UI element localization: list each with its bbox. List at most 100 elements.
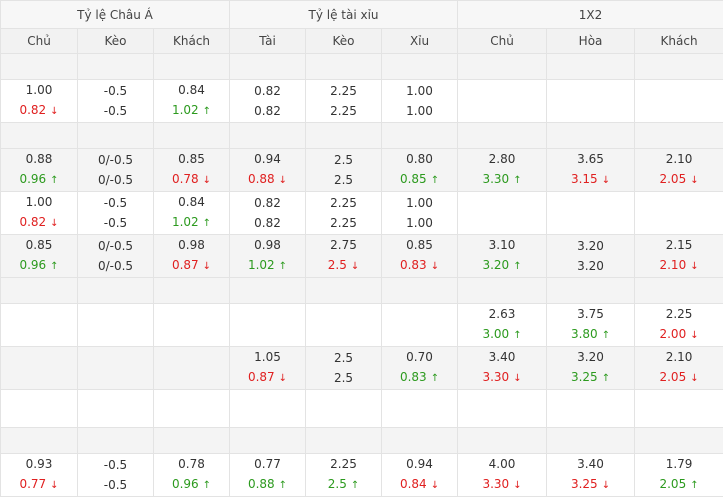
odds-cell: -0.5-0.5 [78,80,154,123]
odds-value-open: 0.94 [382,454,457,474]
empty-cell [1,54,78,80]
empty-cell [78,278,154,304]
arrow-up-icon: ↑ [513,326,521,346]
odds-value-current-number: 0.87 [172,258,199,272]
odds-cell [382,304,458,347]
odds-cell [458,80,547,123]
odds-value-open: 2.10 [635,149,723,169]
arrow-down-icon: ↓ [513,476,521,496]
col-header-1x2-home: Chủ [458,29,547,54]
odds-value-current: -0.5 [78,475,153,495]
empty-cell [1,428,78,454]
empty-cell [458,54,547,80]
odds-value-open: 3.20 [547,347,634,367]
odds-value-current: 0.87↓ [154,255,229,277]
table-row-separator [1,123,723,149]
odds-value-current: 0/-0.5 [78,170,153,190]
odds-cell [1,347,78,390]
odds-value-current: 2.5 [306,368,381,388]
odds-value-open: 0.85 [154,149,229,169]
empty-cell [1,390,78,428]
odds-value-current: 2.10↓ [635,255,723,277]
odds-cell [78,347,154,390]
odds-value-open: 3.40 [547,454,634,474]
odds-value-current: 0.82 [230,101,305,121]
empty-cell [154,428,230,454]
empty-cell [78,123,154,149]
odds-value-current: 0.96↑ [1,169,77,191]
odds-value-current-number: 0.77 [19,477,46,491]
odds-value-current-number: 3.20 [482,258,509,272]
odds-value-current-number: 0.85 [400,172,427,186]
col-header-handicap: Kèo [78,29,154,54]
empty-cell [306,54,382,80]
arrow-up-icon: ↑ [279,476,287,496]
empty-cell [547,428,635,454]
empty-cell [306,390,382,428]
odds-value-current: 1.00 [382,213,457,233]
empty-cell [1,123,78,149]
arrow-down-icon: ↓ [351,257,359,277]
odds-value-open: 2.15 [635,235,723,255]
odds-value-open: 2.5 [306,348,381,368]
odds-value-current-number: 2.5 [328,258,347,272]
odds-value-open: 2.80 [458,149,546,169]
odds-value-current: 3.80↑ [547,324,634,346]
arrow-up-icon: ↑ [602,326,610,346]
arrow-up-icon: ↑ [690,476,698,496]
odds-value-current-number: 0.82 [254,104,281,118]
empty-cell [154,278,230,304]
arrow-up-icon: ↑ [203,102,211,122]
empty-cell [230,54,306,80]
empty-cell [547,54,635,80]
empty-cell [547,123,635,149]
odds-value-current: 2.05↓ [635,367,723,389]
empty-cell [306,123,382,149]
odds-value-current: 0.77↓ [1,474,77,496]
odds-value-open: 2.63 [458,304,546,324]
arrow-up-icon: ↑ [513,171,521,191]
odds-cell [230,304,306,347]
odds-cell: -0.5-0.5 [78,454,154,497]
empty-cell [458,278,547,304]
empty-cell [154,390,230,428]
empty-cell [230,123,306,149]
empty-cell [306,278,382,304]
odds-cell [635,192,723,235]
odds-value-current: 2.05↓ [635,169,723,191]
empty-cell [230,278,306,304]
odds-value-open: 3.20 [547,236,634,256]
odds-value-open: 0.82 [230,193,305,213]
odds-value-current-number: 2.5 [334,173,353,187]
odds-value-current: 0.83↓ [382,255,457,277]
odds-value-current: 3.00↑ [458,324,546,346]
empty-cell [635,428,723,454]
odds-value-current-number: 0.82 [254,216,281,230]
arrow-down-icon: ↓ [50,102,58,122]
odds-value-current: 0.87↓ [230,367,305,389]
group-header-1x2: 1X2 [458,1,723,29]
odds-value-current-number: 2.05 [659,172,686,186]
arrow-down-icon: ↓ [513,369,521,389]
odds-value-current: 2.5↑ [306,474,381,496]
odds-value-open: 1.00 [1,192,77,212]
odds-value-current-number: 0/-0.5 [98,173,133,187]
